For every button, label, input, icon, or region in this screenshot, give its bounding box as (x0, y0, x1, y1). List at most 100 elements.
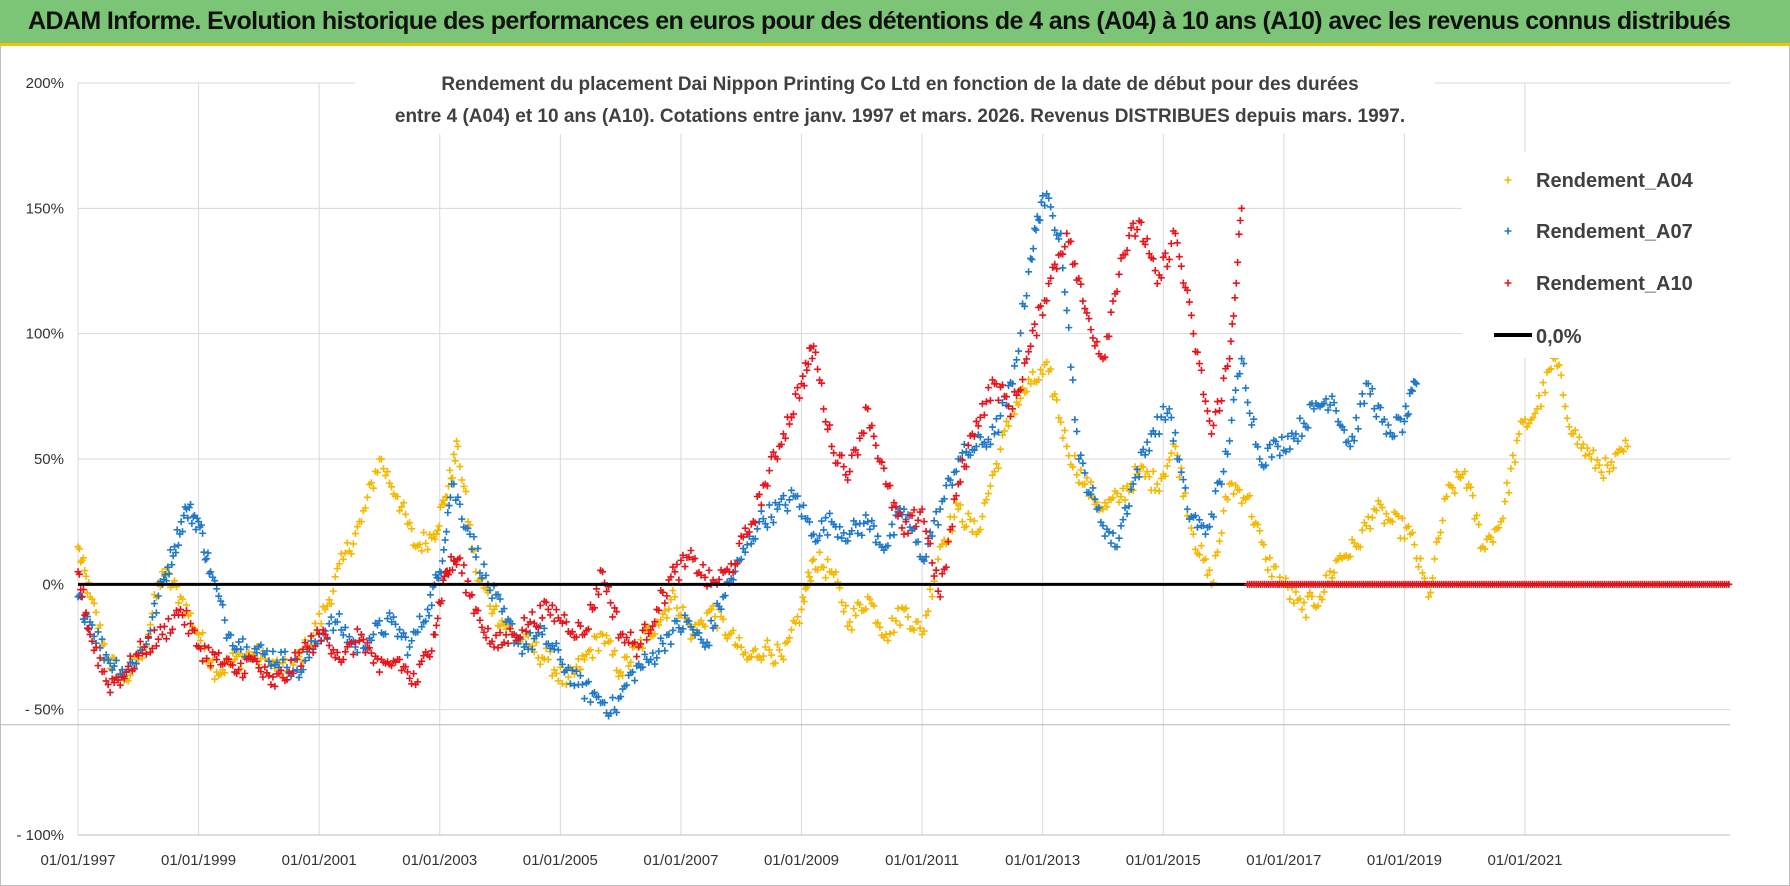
point-a07 (753, 525, 761, 533)
point-a07 (150, 600, 158, 608)
point-a10 (641, 620, 649, 628)
point-a04 (1055, 414, 1063, 422)
point-a10 (404, 668, 412, 676)
point-a04 (623, 653, 631, 661)
point-a07 (1143, 438, 1151, 446)
point-a04 (992, 460, 1000, 468)
point-a10 (199, 657, 207, 665)
point-a07 (494, 591, 502, 599)
point-a04 (976, 525, 984, 533)
point-a04 (1503, 479, 1511, 487)
point-a10 (160, 622, 168, 630)
point-a07 (456, 500, 464, 508)
point-a10 (942, 563, 950, 571)
point-a04 (574, 655, 582, 663)
point-a04 (321, 605, 329, 613)
point-a10 (85, 624, 93, 632)
point-a10 (221, 659, 229, 667)
point-a07 (1155, 430, 1163, 438)
point-a10 (468, 591, 476, 599)
point-a04 (1585, 450, 1593, 458)
point-a04 (1619, 447, 1627, 455)
point-a04 (852, 612, 860, 620)
point-a07 (1274, 442, 1282, 450)
point-a10 (785, 420, 793, 428)
point-a10 (691, 554, 699, 562)
point-a10 (826, 421, 834, 429)
point-a10 (1235, 230, 1243, 238)
x-tick-label: 01/01/2001 (282, 852, 357, 869)
point-a04 (369, 484, 377, 492)
point-a10 (647, 626, 655, 634)
point-a10 (669, 563, 677, 571)
legend-label-a07: Rendement_A07 (1536, 221, 1693, 243)
point-a10 (1017, 386, 1025, 394)
point-a04 (1224, 495, 1232, 503)
point-a04 (179, 595, 187, 603)
point-a07 (1139, 445, 1147, 453)
point-a07 (759, 515, 767, 523)
point-a10 (458, 569, 466, 577)
point-a04 (146, 621, 154, 629)
series-a10-zero-tail (1244, 580, 1733, 588)
point-a10 (311, 642, 319, 650)
point-a04 (1431, 555, 1439, 563)
point-a07 (458, 515, 466, 523)
point-a10 (609, 613, 617, 621)
point-a07 (617, 693, 625, 701)
point-a07 (185, 504, 193, 512)
point-a10 (265, 672, 273, 680)
point-a10 (659, 588, 667, 596)
point-a07 (1169, 437, 1177, 445)
point-a07 (928, 532, 936, 540)
point-a07 (166, 546, 174, 554)
point-a07 (279, 656, 287, 664)
point-a10 (396, 656, 404, 663)
point-a04 (996, 445, 1004, 453)
point-a04 (775, 646, 783, 654)
point-a04 (1167, 449, 1175, 457)
point-a07 (568, 666, 576, 674)
point-a04 (353, 523, 361, 531)
point-a04 (966, 515, 974, 523)
point-a10 (108, 675, 116, 683)
point-a07 (440, 546, 448, 554)
point-a04 (986, 482, 994, 490)
point-a07 (1411, 378, 1419, 386)
point-a07 (1067, 363, 1075, 371)
point-a04 (311, 619, 319, 627)
point-a10 (1091, 342, 1099, 350)
point-a07 (1127, 485, 1135, 493)
point-a07 (187, 500, 195, 508)
point-a07 (472, 553, 480, 561)
point-a10 (854, 451, 862, 459)
point-a10 (1175, 253, 1183, 261)
point-a04 (432, 530, 440, 538)
point-a10 (500, 638, 508, 646)
point-a10 (341, 648, 349, 656)
point-a07 (88, 621, 96, 629)
point-a04 (388, 483, 396, 491)
point-a07 (884, 542, 892, 550)
point-a10 (1071, 260, 1079, 268)
point-a10 (164, 615, 172, 623)
point-a04 (1328, 574, 1336, 582)
y-tick-label: 0% (42, 576, 64, 593)
point-a07 (822, 514, 830, 522)
point-a04 (439, 496, 447, 504)
point-a10 (239, 673, 247, 681)
point-a07 (261, 651, 269, 659)
point-a10 (880, 464, 888, 472)
point-a07 (681, 611, 689, 619)
point-a10 (75, 570, 83, 578)
point-a10 (1153, 280, 1161, 288)
point-a04 (1201, 555, 1209, 563)
point-a10 (886, 481, 894, 489)
point-a07 (874, 532, 882, 540)
point-a10 (255, 664, 263, 672)
point-a04 (1563, 414, 1571, 422)
point-a10 (649, 622, 657, 630)
point-a10 (478, 623, 486, 631)
point-a07 (544, 640, 552, 648)
point-a10 (444, 571, 452, 579)
